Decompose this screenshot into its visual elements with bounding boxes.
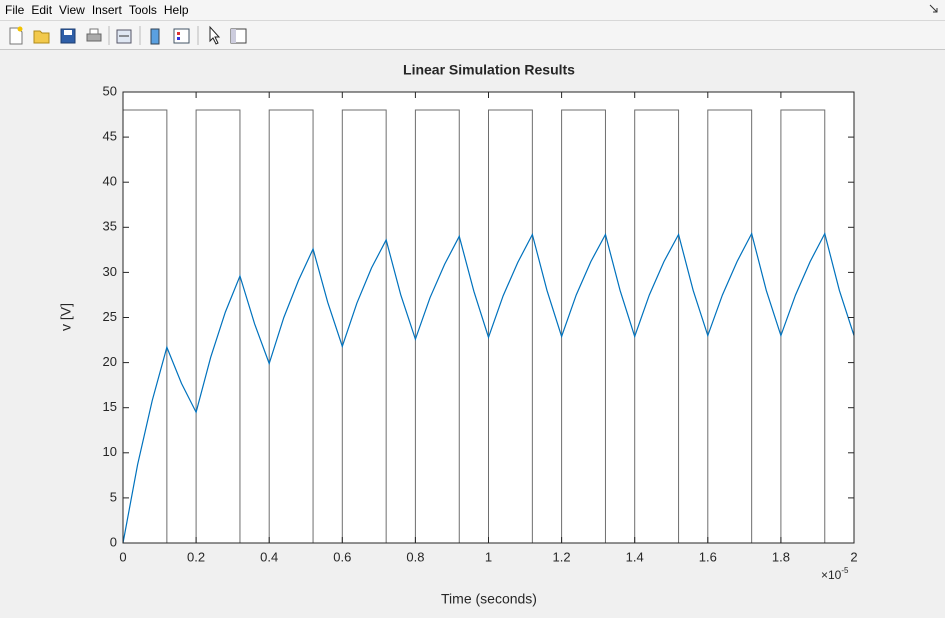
x-tick-label: 0 [119,549,126,564]
chart: Linear Simulation Results Time (seconds)… [58,62,858,607]
y-tick-label: 35 [103,219,117,234]
menu-item[interactable]: Help [163,3,189,17]
property-editor[interactable] [230,28,247,44]
menu-item[interactable]: Edit [31,3,53,17]
x-tick-label: 1.4 [626,549,644,564]
toolbar-icons [9,25,247,45]
x-tick-label: 1.8 [772,549,790,564]
x-tick-label: 0.4 [260,549,278,564]
edit-plot[interactable] [209,25,221,45]
colorbar[interactable] [150,28,160,45]
y-tick-label: 0 [110,534,117,549]
x-tick-label: 1.6 [699,549,717,564]
legend[interactable] [173,28,190,44]
x-tick-label: 1 [485,549,492,564]
x-tick-label: 2 [850,549,857,564]
y-tick-label: 40 [103,174,117,189]
menu-bar: File Edit View Insert Tools Help [0,0,945,20]
y-tick-label: 20 [103,354,117,369]
x-tick-label: 1.2 [553,549,571,564]
x-multiplier: ×10-5 [821,566,849,582]
y-tick-label: 30 [103,264,117,279]
x-tick-label: 0.6 [333,549,351,564]
link-plot[interactable] [116,29,132,44]
series-line [122,231,855,544]
x-multiplier-base: ×10 [821,568,842,582]
y-tick-label: 25 [103,309,117,324]
chart-title: Linear Simulation Results [403,62,575,78]
print[interactable] [86,28,102,42]
x-tick-label: 0.8 [406,549,424,564]
y-tick-label: 10 [103,444,117,459]
menu-item[interactable]: Insert [91,3,122,17]
menu-item[interactable]: View [59,3,85,17]
x-axis-label: Time (seconds) [441,591,537,607]
menu-item[interactable]: Tools [128,3,157,17]
save[interactable] [60,28,76,44]
dock-icon[interactable] [929,4,939,14]
open-file[interactable] [33,30,50,44]
x-multiplier-exponent: -5 [841,566,849,575]
y-tick-label: 50 [103,83,117,98]
x-tick-label: 0.2 [187,549,205,564]
menu-item[interactable]: File [5,3,25,17]
new-figure[interactable] [9,26,23,45]
y-tick-label: 15 [103,399,117,414]
y-tick-label: 5 [110,489,117,504]
y-axis-label: v [V] [58,303,74,331]
toolbar [0,20,945,50]
y-tick-label: 45 [103,129,117,144]
